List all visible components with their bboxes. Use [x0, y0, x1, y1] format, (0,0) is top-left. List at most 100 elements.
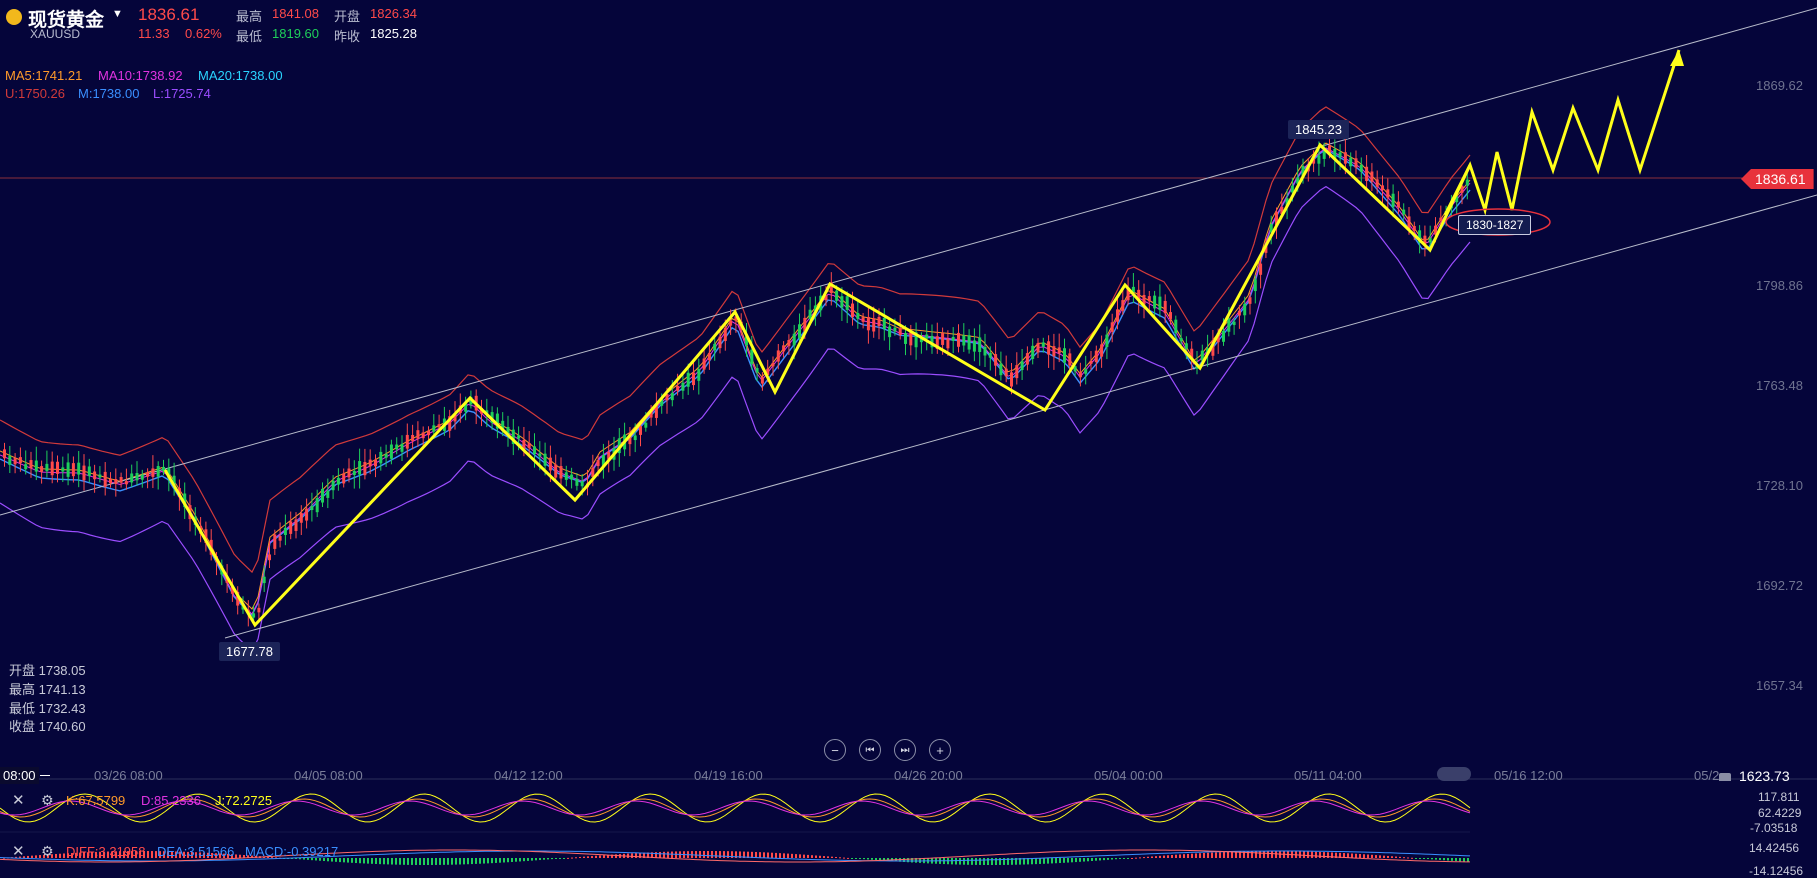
- macd-bar: [599, 855, 601, 858]
- macd-bar: [127, 851, 129, 858]
- macd-bar: [1103, 858, 1105, 861]
- candle-body: [1078, 371, 1082, 378]
- y-tick: 1657.34: [1756, 678, 1803, 693]
- macd-bar: [579, 856, 581, 858]
- candle-body: [829, 282, 833, 294]
- candle-body: [98, 474, 102, 478]
- macd-bar: [1307, 851, 1309, 858]
- macd-bar: [831, 856, 833, 858]
- macd-bar: [79, 852, 81, 858]
- candle-body: [421, 432, 425, 439]
- macd-bar: [319, 858, 321, 861]
- macd-bar: [267, 856, 269, 858]
- candle-body: [1232, 321, 1236, 326]
- macd-bar: [1003, 858, 1005, 865]
- macd-bar: [615, 854, 617, 858]
- macd-bar: [1407, 857, 1409, 859]
- candle-body: [898, 327, 902, 336]
- macd-bar: [131, 851, 133, 858]
- macd-bar: [443, 858, 445, 865]
- macd-bar: [519, 858, 521, 862]
- candle-body: [538, 453, 542, 457]
- macd-bar: [711, 851, 713, 858]
- macd-bar: [1383, 855, 1385, 858]
- chevron-down-icon[interactable]: ▼: [112, 8, 123, 20]
- macd-bar: [863, 858, 865, 860]
- candle-body: [1465, 179, 1469, 186]
- macd-bar: [1235, 851, 1237, 858]
- macd-bar: [207, 852, 209, 858]
- candle-body: [326, 490, 330, 498]
- macd-bar: [587, 856, 589, 858]
- candle-body: [34, 460, 38, 472]
- macd-settings-gear-icon[interactable]: ⚙: [41, 843, 54, 859]
- candle-body: [909, 331, 913, 346]
- macd-bar: [147, 851, 149, 858]
- macd-bar: [571, 857, 573, 859]
- macd-bar: [1463, 858, 1465, 862]
- candle-body: [1264, 245, 1268, 253]
- macd-bar: [175, 851, 177, 858]
- candle-body: [103, 471, 107, 487]
- high-annotation: 1845.23: [1288, 120, 1349, 139]
- macd-bar: [535, 858, 537, 861]
- candle-body: [1190, 348, 1194, 360]
- macd-bar: [907, 858, 909, 863]
- ohlc-close: 收盘 1740.60: [9, 719, 86, 734]
- lock-icon[interactable]: [1719, 773, 1731, 781]
- macd-bar: [1223, 852, 1225, 858]
- candle-body: [437, 424, 441, 428]
- macd-bar: [551, 858, 553, 860]
- candle-body: [1359, 164, 1363, 172]
- candle-body: [124, 481, 128, 485]
- candle-body: [1322, 151, 1326, 159]
- macd-bar: [883, 858, 885, 861]
- scroll-handle[interactable]: [1437, 767, 1471, 781]
- macd-bar: [215, 853, 217, 858]
- low-label: 最低: [236, 29, 263, 44]
- macd-bar: [163, 851, 165, 858]
- candle-body: [400, 443, 404, 452]
- macd-bar: [779, 853, 781, 858]
- macd-bar: [915, 858, 917, 863]
- candle-body: [750, 349, 754, 364]
- candle-body: [676, 386, 680, 391]
- candle-body: [172, 475, 176, 486]
- candle-body: [559, 466, 563, 479]
- candle-body: [3, 449, 6, 459]
- candle-body: [1407, 216, 1411, 231]
- macd-bar: [603, 855, 605, 858]
- macd-bar: [1203, 852, 1205, 858]
- candle-body: [665, 394, 669, 401]
- zoom-in-button[interactable]: +: [929, 739, 951, 761]
- close-kdj-icon[interactable]: ✕: [12, 792, 25, 809]
- scroll-end-button[interactable]: ⏭: [894, 739, 916, 761]
- macd-bar: [227, 853, 229, 858]
- macd-bar: [67, 853, 69, 858]
- candle-body: [999, 363, 1003, 376]
- zoom-out-button[interactable]: −: [824, 739, 846, 761]
- macd-bar: [151, 851, 153, 858]
- macd-bar: [355, 858, 357, 864]
- kdj-settings-gear-icon[interactable]: ⚙: [41, 792, 54, 808]
- candle-body: [798, 324, 801, 339]
- macd-bar: [359, 858, 361, 864]
- macd-bar: [1015, 858, 1017, 865]
- candle-body: [119, 477, 123, 483]
- instrument-title[interactable]: 现货黄金: [28, 10, 105, 31]
- macd-bar: [855, 858, 857, 859]
- candle-body: [1163, 300, 1167, 314]
- macd-bar: [375, 858, 377, 864]
- macd-bar: [219, 853, 221, 858]
- candle-body: [236, 591, 240, 606]
- macd-bar: [471, 858, 473, 865]
- candle-body: [856, 312, 860, 319]
- macd-bar: [99, 851, 101, 858]
- macd-bar: [1443, 858, 1445, 861]
- macd-bar: [1315, 851, 1317, 858]
- close-macd-icon[interactable]: ✕: [12, 843, 25, 860]
- boll-upper-line: [0, 106, 1471, 574]
- macd-bar: [995, 858, 997, 865]
- macd-bar: [239, 854, 241, 858]
- scroll-start-button[interactable]: ⏮: [859, 739, 881, 761]
